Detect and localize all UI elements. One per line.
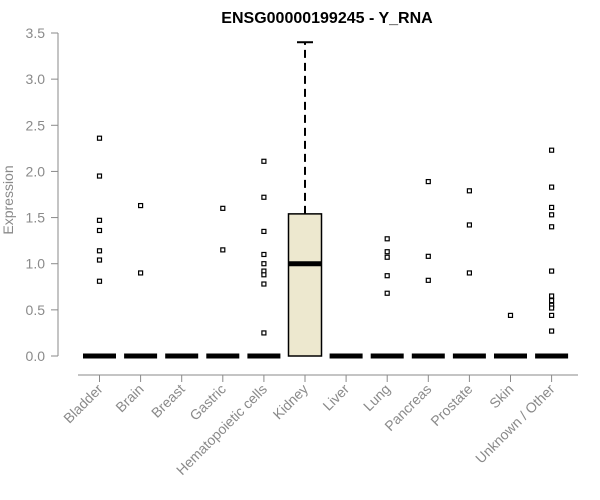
outlier-point	[261, 158, 267, 164]
y-tick-label: 3.0	[26, 71, 46, 87]
outlier-point	[138, 202, 144, 209]
outlier-point	[138, 270, 144, 276]
x-tick-label: Breast	[148, 381, 188, 421]
outlier-point	[425, 253, 431, 259]
y-tick-label: 1.0	[26, 256, 46, 272]
outlier-point	[548, 184, 555, 190]
x-tick-label: Prostate	[427, 381, 475, 429]
outlier-point	[96, 135, 103, 141]
outlier-point	[384, 273, 390, 279]
box-series	[83, 41, 569, 359]
box-body	[287, 213, 323, 357]
box-10	[452, 188, 486, 359]
outlier-point	[96, 227, 103, 234]
box-11	[494, 312, 527, 359]
outlier-point	[96, 173, 103, 179]
x-tick-label: Skin	[486, 381, 517, 412]
outlier-point	[548, 312, 555, 318]
outlier-point	[261, 194, 267, 200]
outlier-point	[425, 178, 431, 185]
y-tick-label: 0.5	[26, 302, 46, 318]
y-axis-label: Expression	[0, 165, 16, 234]
y-tick-label: 2.5	[26, 117, 46, 133]
outlier-point	[466, 188, 472, 194]
outlier-point	[548, 268, 555, 274]
box-5	[247, 158, 281, 359]
outlier-point	[220, 247, 226, 253]
box-8	[370, 236, 404, 359]
outlier-point	[548, 305, 555, 311]
outlier-point	[384, 254, 390, 260]
x-tick-label: Bladder	[60, 381, 106, 427]
outlier-point	[261, 330, 267, 336]
outlier-point	[548, 293, 555, 299]
y-tick-label: 2.0	[26, 163, 46, 179]
outlier-point	[96, 257, 103, 263]
outlier-point	[384, 290, 390, 296]
y-tick-label: 0.0	[26, 348, 46, 364]
box-12	[535, 147, 569, 359]
box-1	[83, 135, 116, 359]
outlier-point	[466, 222, 472, 228]
x-tick-label: Lung	[360, 381, 393, 414]
outlier-point	[384, 249, 390, 255]
outlier-point	[548, 224, 555, 230]
outlier-point	[425, 277, 431, 283]
y-tick-label: 3.5	[26, 25, 46, 41]
outlier-point	[548, 147, 555, 153]
box-9	[411, 178, 445, 359]
outlier-point	[384, 236, 390, 242]
box-4	[206, 205, 240, 359]
outlier-point	[548, 204, 555, 211]
outlier-point	[261, 228, 267, 235]
y-tick-label: 1.5	[26, 210, 46, 226]
box-6	[287, 41, 323, 357]
outlier-point	[220, 205, 226, 211]
outlier-point	[261, 281, 267, 287]
box-2	[124, 202, 158, 359]
x-tick-label: Brain	[112, 381, 146, 415]
x-tick-label: Liver	[319, 381, 352, 414]
outlier-point	[261, 251, 267, 258]
outlier-point	[507, 312, 514, 318]
outlier-point	[466, 270, 472, 276]
x-tick-label: Kidney	[270, 381, 312, 423]
outlier-point	[96, 248, 103, 254]
outlier-point	[261, 261, 267, 267]
outlier-point	[96, 278, 103, 284]
outlier-point	[548, 328, 555, 334]
y-axis: 0.0 0.5 1.0 1.5 2.0 2.5 3.0 3.5	[26, 25, 58, 364]
chart-title: ENSG00000199245 - Y_RNA	[221, 10, 433, 27]
outlier-point	[548, 212, 555, 218]
outlier-point	[261, 272, 267, 278]
outlier-point	[548, 298, 555, 304]
outlier-point	[96, 217, 103, 223]
